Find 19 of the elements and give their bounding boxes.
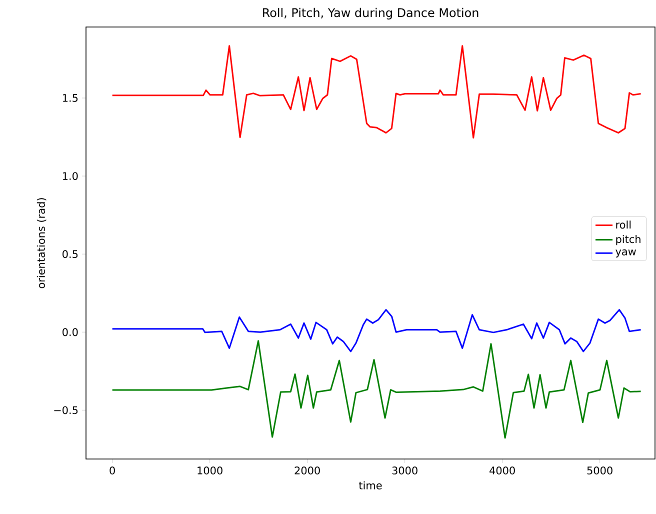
y-tick-label: 0.0 bbox=[62, 328, 78, 336]
x-axis-title: time bbox=[358, 481, 382, 490]
legend-label: roll bbox=[616, 220, 631, 229]
x-tick-label: 3000 bbox=[392, 466, 418, 474]
y-axis-title: orientations (rad) bbox=[36, 198, 46, 288]
line-series bbox=[112, 45, 642, 139]
x-tick-label: 5000 bbox=[587, 466, 612, 474]
chart-title: Roll, Pitch, Yaw during Dance Motion bbox=[263, 8, 478, 20]
y-tick-label: 1.0 bbox=[62, 172, 78, 180]
legend-label: yaw bbox=[616, 249, 636, 258]
line-series bbox=[112, 309, 642, 352]
x-tick-label: 0 bbox=[110, 466, 115, 474]
y-tick-label: 0.5 bbox=[62, 250, 78, 258]
x-tick-label: 2000 bbox=[294, 466, 320, 474]
x-tick-label: 4000 bbox=[490, 466, 515, 474]
x-tick-label: 1000 bbox=[198, 466, 222, 474]
y-tick-label: 1.5 bbox=[62, 94, 78, 102]
legend-label: pitch bbox=[616, 235, 640, 246]
y-tick-label: −0.5 bbox=[54, 406, 78, 414]
